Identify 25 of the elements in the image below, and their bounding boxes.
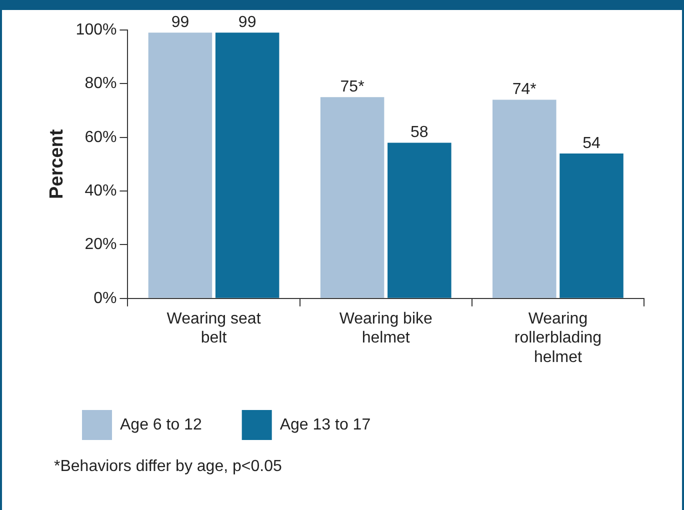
data-label: 54 [582,134,601,152]
data-label: 99 [238,14,256,32]
y-tick-label: 40% [84,182,117,200]
data-label: 99 [171,14,190,32]
data-label: 58 [410,124,428,142]
x-tick-label: Wearing bike helmet [339,310,432,347]
x-tick-label: Wearing rollerblading helmet [514,310,602,366]
y-tick-label: 60% [84,128,117,146]
data-label: 75* [340,78,364,96]
text: *Behaviors differ by age, p<0.05 [54,458,282,476]
bar [320,97,384,298]
y-tick-label: 80% [84,75,117,92]
y-tick-label: 0% [94,290,117,307]
legend-label: Age 6 to 12 [120,416,202,434]
bar [492,100,556,298]
data-label: 74* [512,81,536,98]
y-tick-label: 20% [84,236,117,254]
legend-label: Age 13 to 17 [280,416,371,434]
bar [560,153,624,298]
y-axis-title: Percent [46,128,68,200]
bar [388,142,452,298]
bar [215,32,280,298]
x-tick-label: Wearing seat belt [166,310,262,347]
y-tick-label: 100% [76,21,117,38]
bar [148,32,212,298]
